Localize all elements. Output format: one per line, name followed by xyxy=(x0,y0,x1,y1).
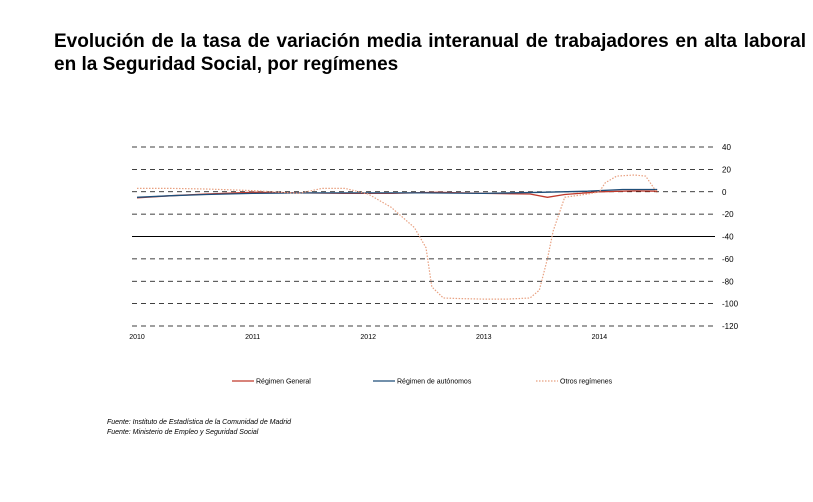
series-line-regimen-de-autonomos xyxy=(136,188,658,198)
grid xyxy=(132,146,715,327)
chart-title: Evolución de la tasa de variación media … xyxy=(54,31,806,75)
legend-label-regimen-general: Régimen General xyxy=(256,379,311,386)
y-tick-label: -100 xyxy=(722,300,739,309)
legend-label-otros-regimenes: Otros regímenes xyxy=(560,379,613,386)
series-layer xyxy=(136,174,658,300)
y-tick-label: -80 xyxy=(722,277,734,286)
x-tick-label: 2014 xyxy=(592,334,608,341)
y-tick-label: -20 xyxy=(722,210,734,219)
y-tick-label: 0 xyxy=(722,188,727,197)
y-tick-label: -60 xyxy=(722,255,734,264)
legend-label-regimen-de-autonomos: Régimen de autónomos xyxy=(397,379,472,386)
sources: Fuente: Instituto de Estadística de la C… xyxy=(107,418,291,438)
y-axis: 40 20 0 -20 -40 -60 -80 -100 -120 xyxy=(722,143,739,331)
y-tick-label: -120 xyxy=(722,322,739,331)
legend: Régimen General Régimen de autónomos Otros… xyxy=(232,379,613,386)
x-axis: 2010 2011 2012 2013 2014 xyxy=(129,334,607,341)
source-line-1: Fuente: Instituto de Estadística de la C… xyxy=(107,419,292,426)
y-tick-label: 20 xyxy=(722,165,731,174)
series-line-regimen-general xyxy=(136,190,658,199)
x-tick-label: 2012 xyxy=(360,334,376,341)
y-tick-label: -40 xyxy=(722,233,734,242)
source-line-2: Fuente: Ministerio de Empleo y Seguridad… xyxy=(107,429,259,436)
x-tick-label: 2013 xyxy=(476,334,492,341)
x-tick-label: 2011 xyxy=(245,334,260,341)
y-tick-label: 40 xyxy=(722,143,731,152)
x-tick-label: 2010 xyxy=(129,334,145,341)
